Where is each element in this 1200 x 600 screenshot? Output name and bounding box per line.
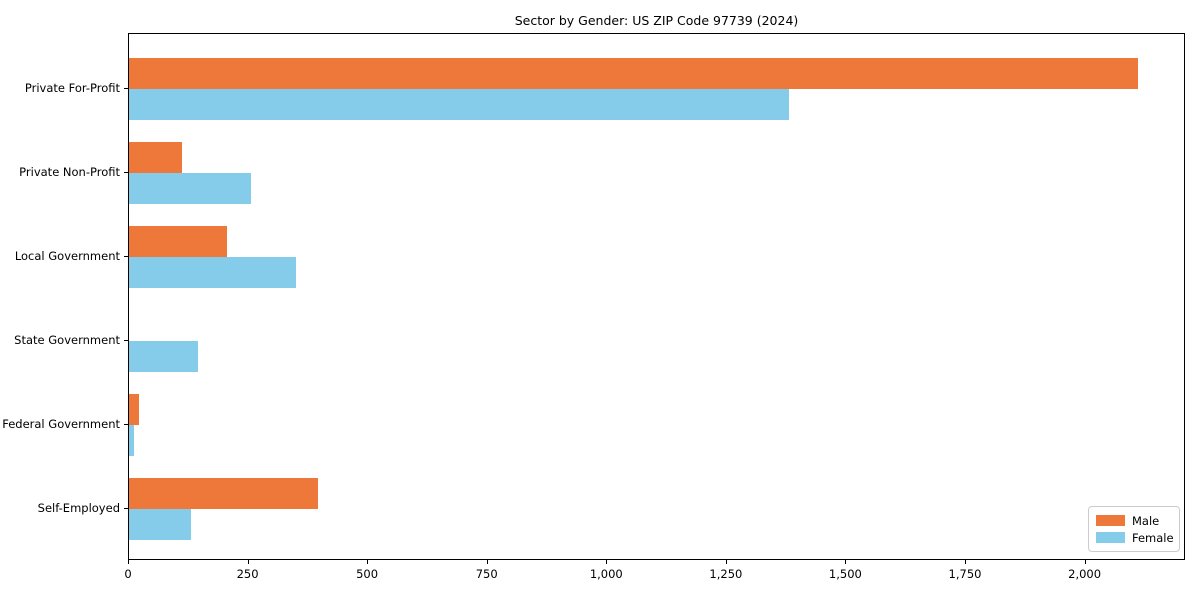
bar-female-local-government — [129, 257, 297, 288]
x-tick-mark — [725, 560, 727, 564]
x-tick-mark — [128, 560, 129, 564]
legend-entry-female: Female — [1096, 529, 1174, 546]
bar-male-private-for-profit — [129, 58, 1139, 89]
legend-entry-male: Male — [1096, 512, 1172, 529]
y-tick-label: Self-Employed — [37, 501, 120, 515]
bar-male-self-employed — [129, 478, 318, 509]
x-tick-label: 250 — [236, 567, 259, 581]
bar-female-private-for-profit — [129, 89, 789, 120]
y-tick-mark — [124, 508, 128, 509]
legend-label: Male — [1132, 513, 1160, 528]
x-tick-label: 1,750 — [948, 567, 982, 581]
bar-female-federal-government — [129, 425, 134, 456]
y-tick-mark — [124, 424, 128, 425]
y-tick-mark — [124, 256, 128, 257]
bar-female-state-government — [129, 341, 199, 372]
male-swatch — [1096, 515, 1125, 526]
x-tick-label: 750 — [475, 567, 498, 581]
female-swatch — [1096, 532, 1125, 543]
x-tick-mark — [367, 560, 369, 564]
x-tick-mark — [965, 560, 966, 564]
plot-area — [128, 33, 1185, 560]
y-tick-mark — [124, 172, 128, 173]
y-tick-label: State Government — [14, 333, 120, 347]
y-tick-label: Private Non-Profit — [19, 165, 120, 179]
y-tick-mark — [124, 340, 128, 341]
y-tick-label: Federal Government — [2, 417, 120, 431]
legend-label: Female — [1132, 530, 1174, 545]
x-tick-label: 2,000 — [1068, 567, 1102, 581]
y-tick-label: Private For-Profit — [24, 81, 120, 95]
y-tick-label: Local Government — [14, 249, 120, 263]
x-tick-label: 0 — [124, 567, 132, 581]
x-tick-label: 1,500 — [828, 567, 862, 581]
bar-female-self-employed — [129, 509, 192, 540]
x-tick-label: 500 — [356, 567, 379, 581]
x-tick-mark — [1084, 560, 1086, 564]
y-tick-mark — [124, 88, 128, 89]
bar-male-local-government — [129, 226, 227, 257]
chart-title: Sector by Gender: US ZIP Code 97739 (202… — [514, 13, 799, 28]
x-tick-mark — [606, 560, 608, 564]
x-tick-mark — [845, 560, 847, 564]
x-tick-mark — [247, 560, 249, 564]
legend: Male Female — [1088, 506, 1180, 552]
bar-female-private-non-profit — [129, 173, 251, 204]
bar-male-federal-government — [129, 394, 139, 425]
bar-male-private-non-profit — [129, 142, 182, 173]
x-tick-mark — [486, 560, 488, 564]
x-tick-label: 1,000 — [589, 567, 623, 581]
x-tick-label: 1,250 — [709, 567, 743, 581]
